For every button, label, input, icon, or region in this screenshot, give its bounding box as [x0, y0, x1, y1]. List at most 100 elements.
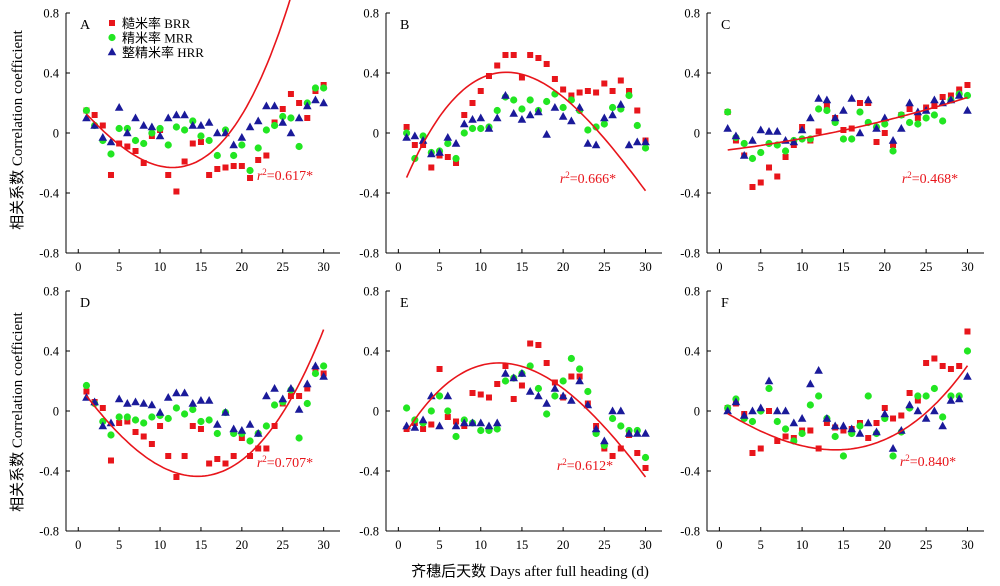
- panel-b: -0.8 -0.4 0 0.4 0.8 0 5 10 15 20 25 30 Br2=0.666*: [359, 7, 662, 274]
- y-tick-label: 0.8: [363, 7, 379, 21]
- data-point: [782, 154, 789, 160]
- data-point: [510, 396, 517, 402]
- data-point: [748, 136, 757, 144]
- data-point: [591, 140, 601, 149]
- y-tick-label: 0.4: [684, 345, 700, 359]
- x-tick-label: 25: [276, 538, 289, 552]
- y-tick-label: -0.4: [680, 187, 701, 201]
- data-point: [205, 136, 213, 145]
- r2-label: r2=0.666*: [560, 170, 616, 187]
- data-point: [617, 445, 624, 452]
- data-point: [583, 400, 593, 409]
- x-tick-label: 10: [154, 538, 167, 552]
- data-point: [247, 175, 254, 181]
- y-tick-label: 0: [53, 405, 59, 419]
- data-point: [831, 432, 839, 441]
- data-point: [262, 422, 270, 430]
- data-point: [839, 421, 848, 430]
- r2-label: r2=0.707*: [257, 454, 313, 471]
- data-point: [576, 89, 583, 96]
- data-point: [939, 413, 947, 421]
- figure-ylabel-top: 相关系数 Correlation coefficient: [9, 29, 26, 229]
- data-point: [114, 103, 124, 111]
- data-point: [781, 147, 790, 155]
- y-tick-label: 0: [694, 127, 700, 141]
- y-tick-label: -0.8: [39, 247, 59, 261]
- data-point: [863, 95, 873, 104]
- data-point: [856, 108, 864, 116]
- data-point: [131, 416, 140, 424]
- data-point: [501, 91, 510, 99]
- data-point: [230, 151, 238, 160]
- data-point: [444, 139, 452, 148]
- data-point: [172, 404, 181, 412]
- data-point: [132, 429, 139, 435]
- data-point: [410, 423, 420, 431]
- r2-label: r2=0.468*: [902, 170, 958, 187]
- data-point: [255, 445, 262, 452]
- data-point: [287, 91, 294, 97]
- data-point: [584, 126, 592, 134]
- data-point: [774, 173, 781, 180]
- data-point: [263, 445, 270, 452]
- data-point: [444, 407, 452, 415]
- data-point: [246, 166, 254, 175]
- data-point: [493, 425, 501, 433]
- panel-a: -0.8 -0.4 0 0.4 0.8 0 5 10 15 20 25 30 Ar2=0.617*: [39, 0, 340, 274]
- data-point: [947, 392, 955, 400]
- data-point: [420, 426, 427, 432]
- r2-label: r2=0.612*: [557, 457, 613, 474]
- data-point: [484, 124, 494, 132]
- data-point: [510, 52, 517, 58]
- data-point: [914, 120, 922, 128]
- data-point: [229, 140, 238, 149]
- data-point: [140, 139, 148, 148]
- data-point: [518, 105, 526, 113]
- data-point: [781, 425, 790, 433]
- data-point: [99, 405, 106, 411]
- y-tick-label: 0: [53, 127, 59, 141]
- data-point: [797, 125, 807, 134]
- x-tick-label: 0: [716, 260, 722, 274]
- data-point: [789, 418, 799, 427]
- data-point: [593, 89, 600, 96]
- data-point: [600, 113, 609, 122]
- data-point: [148, 413, 156, 421]
- data-point: [922, 114, 930, 122]
- data-point: [963, 372, 972, 380]
- data-point: [748, 406, 757, 415]
- data-point: [947, 366, 954, 372]
- data-point: [591, 424, 601, 433]
- data-point: [304, 115, 311, 121]
- legend-label: 精米率 MRR: [122, 31, 193, 46]
- data-point: [550, 384, 560, 392]
- data-point: [501, 369, 510, 377]
- data-point: [723, 406, 732, 415]
- data-point: [311, 95, 320, 104]
- data-point: [214, 456, 221, 462]
- data-point: [428, 164, 435, 171]
- data-point: [90, 121, 99, 129]
- fit-curve: [405, 71, 647, 192]
- data-point: [188, 121, 198, 129]
- data-point: [739, 411, 749, 419]
- data-point: [584, 387, 592, 396]
- data-point: [123, 128, 132, 137]
- data-point: [459, 119, 469, 128]
- data-point: [188, 399, 198, 407]
- data-point: [131, 113, 140, 122]
- x-tick-label: 15: [195, 260, 208, 274]
- x-tick-label: 25: [276, 260, 289, 274]
- data-point: [123, 399, 132, 407]
- data-point: [502, 363, 509, 369]
- data-point: [262, 126, 270, 134]
- data-point: [311, 361, 320, 370]
- data-point: [625, 91, 633, 100]
- data-point: [543, 97, 551, 106]
- data-point: [806, 401, 814, 409]
- data-point: [254, 144, 262, 152]
- data-point: [165, 172, 172, 178]
- panel-label: D: [80, 296, 90, 311]
- data-point: [114, 394, 124, 403]
- data-point: [320, 84, 328, 92]
